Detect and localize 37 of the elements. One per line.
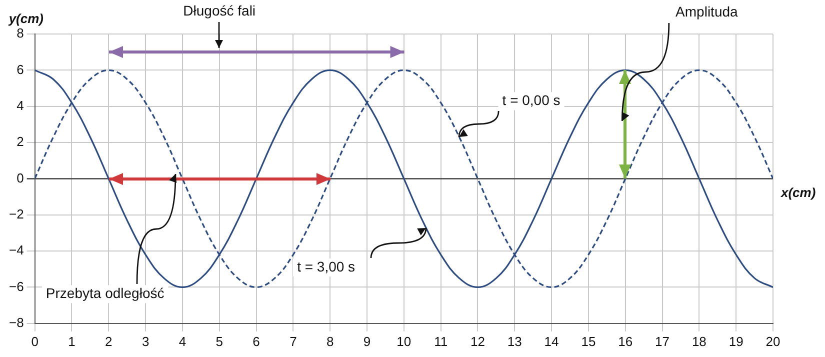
x-axis-title: x(cm) [780,184,816,200]
y-tick-label: −6 [8,278,24,294]
y-tick-label: −4 [8,242,24,258]
x-tick-label: 2 [105,334,112,349]
text: Amplituda [676,4,738,20]
x-tick-label: 7 [290,334,297,349]
text: Długość fali [183,2,256,18]
x-tick-label: 13 [507,334,522,349]
x-tick-label: 1 [68,334,76,349]
x-tick-label: 10 [396,334,412,349]
x-tick-label: 18 [692,334,706,349]
y-tick-label: 6 [16,62,24,77]
x-tick-label: 5 [216,334,223,349]
y-tick-label: −2 [8,206,24,222]
x-tick-label: 6 [252,334,260,349]
x-tick-label: 16 [618,334,633,349]
x-tick-label: 15 [581,334,596,349]
y-axis-title: y(cm) [8,11,44,26]
x-tick-label: 12 [470,334,485,349]
x-tick-label: 9 [363,334,371,349]
y-tick-label: 2 [16,134,24,150]
x-tick-label: 8 [326,334,334,349]
x-tick-label: 19 [728,334,744,349]
x-tick-label: 11 [434,334,448,349]
y-tick-label: 0 [16,170,24,186]
annotation: t = 3,00 s [297,258,356,274]
y-tick-label: 4 [16,98,24,113]
y-tick-label: −8 [8,314,24,330]
x-tick-label: 0 [31,334,38,349]
x-tick-label: 20 [766,334,780,349]
x-tick-label: 3 [142,334,150,349]
x-tick-label: 4 [178,334,186,349]
y-tick-label: 8 [16,26,24,41]
annotation: t = 0,00 s [502,92,560,108]
x-tick-label: 17 [655,334,670,349]
x-tick-label: 14 [544,334,559,349]
annotation: Przebyta odległość [46,285,164,302]
